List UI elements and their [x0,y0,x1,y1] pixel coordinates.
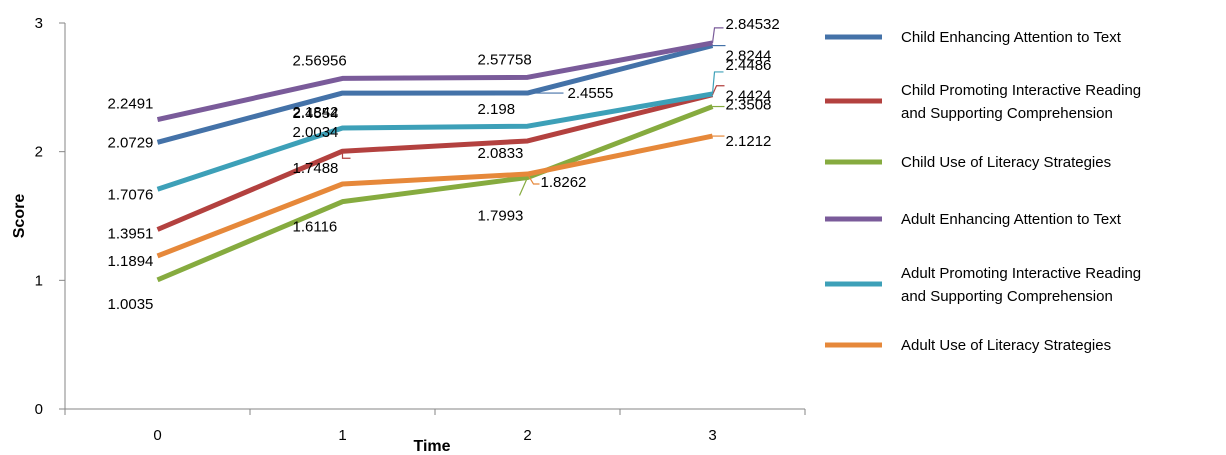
legend-label-line: Child Use of Literacy Strategies [901,154,1111,171]
data-label: 1.7076 [108,186,154,203]
data-label: 1.0035 [108,296,154,313]
data-label: 1.6116 [293,219,338,236]
legend: Child Enhancing Attention to Text Child P… [825,29,1141,354]
legend-label: Adult Use of Literacy Strategies [901,337,1111,354]
leader-line [518,177,529,196]
series-line [156,104,714,283]
legend-label: Adult Enhancing Attention to Text [901,211,1122,228]
data-label: 2.2491 [108,96,154,113]
series-line [156,133,714,259]
data-label: 2.4486 [726,57,772,74]
data-label: 1.7993 [478,207,524,224]
legend-label: Child Enhancing Attention to Text [901,29,1122,46]
y-tick-label: 2 [35,144,43,161]
x-tick-label: 0 [153,427,161,444]
legend-label-line: Adult Promoting Interactive Reading [901,265,1141,282]
series-line [156,40,713,123]
series-line [156,92,714,232]
data-label: 1.7488 [293,160,339,177]
data-label: 2.56956 [293,52,347,69]
legend-label-line: Adult Enhancing Attention to Text [901,211,1122,228]
leader-line [526,173,540,185]
data-label: 2.1842 [293,104,339,121]
data-label: 2.8244 [726,48,772,65]
data-label: 2.57758 [478,51,532,68]
legend-label-line: Adult Use of Literacy Strategies [901,337,1111,354]
series-line [156,43,714,145]
leader-line [711,71,724,95]
data-label: 2.4555 [568,85,614,102]
data-label: 2.84532 [726,16,780,33]
y-tick-label: 1 [35,272,43,289]
x-tick-label: 2 [523,427,531,444]
data-labels: 2.0729 2.4554 2.4555 2.8244 1.3951 2.0034 2.08… [108,16,780,313]
y-axis-title: Score [11,194,28,239]
data-label: 2.4424 [726,88,772,105]
leader-lines [341,27,726,196]
y-tick-label: 0 [35,401,43,418]
legend-label-line: Child Promoting Interactive Reading [901,82,1141,99]
series-line [156,91,713,192]
x-tick-label: 1 [338,427,346,444]
legend-label: Child Promoting Interactive Reading and S… [901,82,1141,122]
data-label: 1.1894 [108,253,154,270]
legend-label: Adult Promoting Interactive Reading and S… [901,265,1141,305]
axes: 0 1 2 3 0 1 2 3 [35,15,806,444]
legend-label-line: Child Enhancing Attention to Text [901,29,1122,46]
leader-line [711,85,725,95]
data-label: 2.198 [478,101,516,118]
legend-label-line: and Supporting Comprehension [901,105,1113,122]
data-label: 2.0833 [478,145,524,162]
data-label: 2.3508 [726,97,772,114]
data-label: 2.0034 [293,124,339,141]
data-label: 1.3951 [108,225,154,242]
legend-label-line: and Supporting Comprehension [901,288,1113,305]
x-axis-title: Time [413,438,450,455]
legend-label: Child Use of Literacy Strategies [901,154,1111,171]
x-tick-label: 3 [708,427,716,444]
series-lines [156,40,714,283]
data-label: 2.0729 [108,134,154,151]
data-label: 2.4554 [293,105,339,122]
data-label: 2.1212 [726,133,772,150]
leader-line [341,151,351,159]
y-tick-label: 3 [35,15,43,32]
leader-line [711,27,724,43]
data-label: 1.8262 [541,174,587,191]
